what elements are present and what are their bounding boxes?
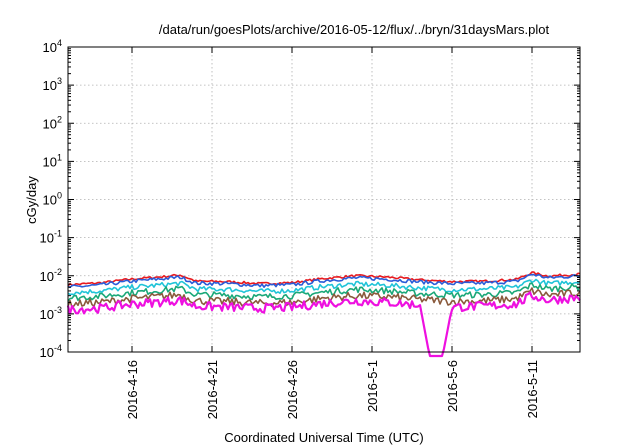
- series-group: [66, 271, 581, 358]
- y-tick-exponent: 4: [57, 38, 62, 48]
- y-tick-base: 10: [43, 116, 57, 131]
- series-line: [66, 291, 581, 358]
- y-tick-exponent: 0: [57, 191, 62, 201]
- x-tick-label: 2016-5-6: [445, 360, 460, 412]
- y-tick-base: 10: [43, 78, 57, 93]
- y-tick-exponent: 3: [57, 76, 62, 86]
- y-tick-label: 103: [43, 76, 62, 93]
- y-tick-exponent: -4: [54, 343, 62, 353]
- y-tick-base: 10: [43, 154, 57, 169]
- y-tick-label: 10-4: [40, 343, 62, 360]
- x-tick-label: 2016-5-1: [365, 360, 380, 412]
- x-tick-label: 2016-4-26: [285, 360, 300, 419]
- y-tick-exponent: 1: [57, 152, 62, 162]
- y-tick-exponent: -3: [54, 305, 62, 315]
- series-line: [67, 287, 581, 308]
- y-axis-label: cGy/day: [24, 176, 39, 224]
- y-tick-label: 10-3: [40, 305, 62, 322]
- y-tick-label: 10-1: [40, 229, 62, 246]
- y-tick-base: 10: [43, 40, 57, 55]
- y-tick-base: 10: [43, 193, 57, 208]
- series-line: [67, 278, 581, 296]
- y-tick-exponent: -2: [54, 267, 62, 277]
- y-tick-exponent: -1: [54, 229, 62, 239]
- series-line: [67, 273, 580, 289]
- y-tick-base: 10: [40, 307, 54, 322]
- chart-title: /data/run/goesPlots/archive/2016-05-12/f…: [159, 22, 550, 37]
- y-tick-base: 10: [40, 231, 54, 246]
- y-tick-exponent: 2: [57, 114, 62, 124]
- y-tick-label: 102: [43, 114, 62, 131]
- y-tick-base: 10: [40, 345, 54, 360]
- x-axis: 2016-4-16 2016-4-21 2016-4-26 2016-5-1 2016-…: [125, 47, 540, 419]
- x-axis-label: Coordinated Universal Time (UTC): [224, 430, 423, 445]
- x-tick-label: 2016-4-16: [125, 360, 140, 419]
- x-tick-label: 2016-5-11: [525, 360, 540, 418]
- y-tick-base: 10: [40, 269, 54, 284]
- y-tick-label: 100: [43, 191, 62, 208]
- x-tick-label: 2016-4-21: [205, 360, 220, 419]
- y-tick-label: 101: [43, 152, 62, 169]
- y-tick-label: 104: [43, 38, 62, 55]
- y-tick-label: 10-2: [40, 267, 62, 284]
